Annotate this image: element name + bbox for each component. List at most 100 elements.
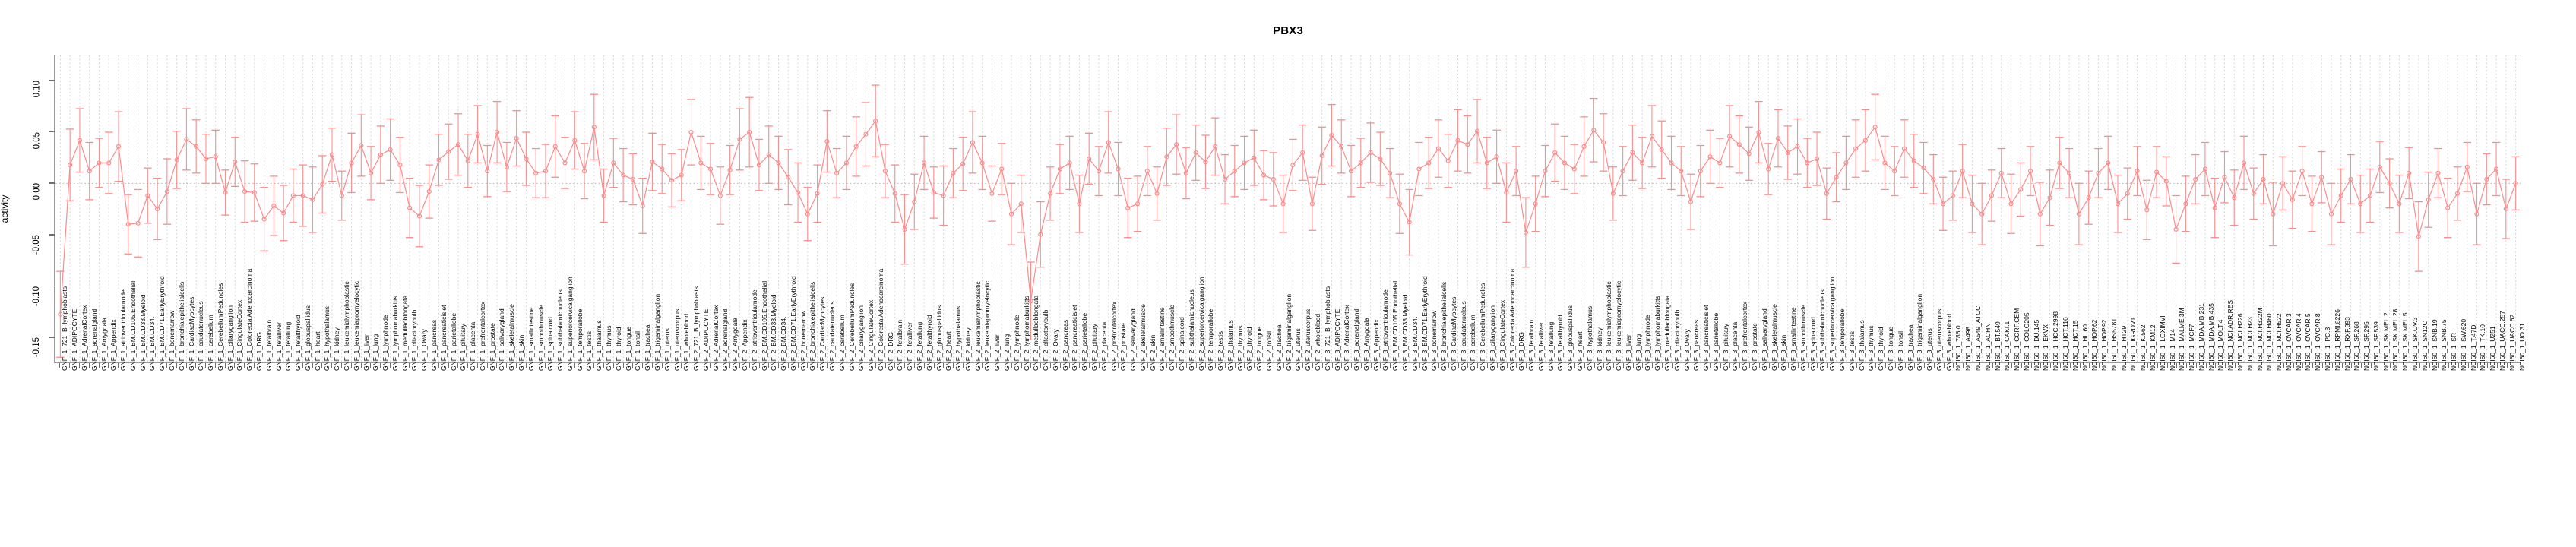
x-axis-tick-label: GNF_2_BM.CD71.EarlyErythroid <box>789 276 797 371</box>
x-axis-tick-label: GNF_3_spinalcord <box>1809 317 1817 371</box>
x-axis-tick-mark <box>913 363 915 368</box>
x-axis-tick-label: GNF_1_lymphnode <box>381 315 390 371</box>
x-axis-tick-mark <box>1943 363 1945 368</box>
x-axis-tick-label: GNF_1_medullaoblongata <box>400 295 409 371</box>
x-axis-tick-mark <box>1283 363 1284 368</box>
x-axis-tick-label: GNF_1_fetalthyroid <box>294 315 302 371</box>
x-axis-tick-mark <box>1224 363 1226 368</box>
x-axis-tick-label: NCI60_1_CAKI.1 <box>2003 321 2011 371</box>
x-axis-tick-label: NCI60_1_MOLT.4 <box>2217 319 2225 371</box>
x-axis-tick-label: NCI60_1_RPMI.8226 <box>2333 309 2341 371</box>
x-axis-tick-label: NCI60_1_MDA.MB.231 <box>2197 303 2205 371</box>
x-axis-tick-mark <box>176 363 177 368</box>
x-axis-tick-mark <box>2215 363 2217 368</box>
x-axis-tick-mark <box>1049 363 1051 368</box>
x-axis-tick-mark <box>1856 363 1857 368</box>
x-axis-tick-mark <box>1642 363 1644 368</box>
x-axis-tick-label: GNF_1_Amygdala <box>100 318 108 371</box>
x-axis-tick-label: GNF_3_tongue <box>1886 326 1894 371</box>
x-axis-tick-mark <box>2030 363 2032 368</box>
x-axis-tick-mark <box>476 363 478 368</box>
x-axis-tick-mark <box>2361 363 2362 368</box>
x-axis-tick-mark <box>2235 363 2236 368</box>
x-axis-tick-label: NCI60_1_HT29 <box>2119 325 2128 371</box>
x-axis-tick-mark <box>1516 363 1517 368</box>
x-axis-tick-label: GNF_2_thymus <box>1236 325 1244 371</box>
x-axis-tick-mark <box>1875 363 1877 368</box>
x-axis-tick-mark <box>1176 363 1178 368</box>
x-axis-tick-mark <box>2147 363 2148 368</box>
x-axis-tick-mark <box>1341 363 1343 368</box>
x-axis-tick-label: GNF_3_testis <box>1847 331 1856 371</box>
x-axis-tick-mark <box>59 363 61 368</box>
x-axis-tick-label: NCI60_1_T.47D <box>2469 324 2477 371</box>
x-axis-tick-mark <box>1390 363 1391 368</box>
x-axis-tick-label: GNF_3_temporallobe <box>1838 308 1847 371</box>
x-axis-tick-label: GNF_1_Ovary <box>420 329 429 371</box>
y-axis-tick-label: -0.05 <box>32 234 41 255</box>
x-axis-tick-mark <box>1662 363 1663 368</box>
x-axis-tick-label: NCI60_1_TK.10 <box>2479 324 2487 371</box>
x-axis-tick-label: GNF_2_wholeblood <box>1313 313 1321 371</box>
x-axis-tick-label: GNF_1_uteruscorpus <box>672 308 681 371</box>
x-axis-tick-mark <box>438 363 439 368</box>
x-axis-tick-mark <box>496 363 498 368</box>
x-axis-tick-label: GNF_1_globuspallidus <box>303 305 312 371</box>
x-axis-tick-mark <box>681 363 682 368</box>
x-axis-tick-mark <box>2438 363 2440 368</box>
x-axis-tick-label: GNF_3_superiorcervicalganglion <box>1828 277 1837 371</box>
x-axis-tick-mark <box>1506 363 1508 368</box>
x-axis-tick-mark <box>642 363 644 368</box>
x-axis-tick-mark <box>1380 363 1381 368</box>
x-axis-tick-label: NCI60_1_SR <box>2450 332 2458 371</box>
plot-area <box>55 55 2521 363</box>
x-axis-tick-mark <box>2079 363 2081 368</box>
x-axis-tick-mark <box>1526 363 1527 368</box>
x-axis-tick-mark <box>185 363 187 368</box>
x-axis-tick-mark <box>1059 363 1061 368</box>
x-axis-tick-mark <box>1185 363 1187 368</box>
x-axis-tick-label: GNF_2_liver <box>993 334 1002 371</box>
x-axis-tick-label: GNF_2_prefrontalcortex <box>1109 301 1118 371</box>
x-axis-tick-mark <box>1254 363 1255 368</box>
x-axis-tick-mark <box>2089 363 2090 368</box>
x-axis-tick-label: GNF_1_subthalamicnucleus <box>556 289 565 371</box>
x-axis-tick-label: NCI60_1_SF.295 <box>2362 321 2371 371</box>
x-axis-tick-mark <box>506 363 508 368</box>
x-axis-tick-label: GNF_2_leukemialymphoblastic <box>973 281 982 371</box>
x-axis-tick-mark <box>331 363 333 368</box>
x-axis-tick-label: GNF_3_fetalbrain <box>1527 319 1536 371</box>
x-axis-tick-mark <box>1894 363 1896 368</box>
x-axis-tick-label: GNF_3_thyroid <box>1877 327 1885 371</box>
x-axis-tick-label: GNF_3_smoothmuscle <box>1799 305 1807 371</box>
x-axis-tick-label: GNF_3_lung <box>1634 334 1642 371</box>
x-axis-tick-mark <box>380 363 381 368</box>
x-axis-tick-label: GNF_3_olfactorybulb <box>1673 309 1681 371</box>
x-axis-tick-label: GNF_3_CingulateCortex <box>1498 299 1506 371</box>
x-axis-tick-mark <box>389 363 391 368</box>
x-axis-tick-mark <box>1360 363 1362 368</box>
x-axis-tick-label: GNF_2_721_B_lymphoblasts <box>692 286 701 371</box>
x-axis-tick-label: GNF_3_atrioventricularnode <box>1381 289 1390 371</box>
x-axis-tick-mark <box>1914 363 1916 368</box>
x-axis-tick-label: GNF_2_atrioventricularnode <box>750 289 758 371</box>
x-axis-tick-label: GNF_3_hypothalamus <box>1585 305 1593 371</box>
x-axis-tick-label: GNF_3_subthalamicnucleus <box>1818 289 1827 371</box>
x-axis-tick-label: GNF_2_fetallung <box>915 321 923 371</box>
x-axis-tick-label: GNF_1_BM.CD34. <box>148 316 157 371</box>
x-axis-tick-label: GNF_1_BM.CD71.EarlyErythroid <box>158 276 166 371</box>
x-axis-tick-label: GNF_1_trachea <box>644 324 652 371</box>
x-axis-tick-mark <box>2467 363 2469 368</box>
x-axis-tick-label: GNF_3_globuspallidus <box>1566 305 1574 371</box>
x-axis-tick-mark <box>341 363 342 368</box>
x-axis-tick-label: NCI60_1_HOP.92 <box>2100 319 2109 371</box>
x-axis-tick-label: GNF_1_temporallobe <box>575 308 584 371</box>
x-axis-tick-mark <box>2370 363 2372 368</box>
x-axis-tick-label: GNF_2_salivarygland <box>1129 308 1138 371</box>
x-axis-tick-mark <box>525 363 527 368</box>
x-axis-tick-mark <box>729 363 731 368</box>
x-axis-tick-mark <box>1234 363 1236 368</box>
x-axis-tick-mark <box>1040 363 1042 368</box>
x-axis-tick-mark <box>2506 363 2508 368</box>
x-axis-tick-mark <box>1652 363 1654 368</box>
